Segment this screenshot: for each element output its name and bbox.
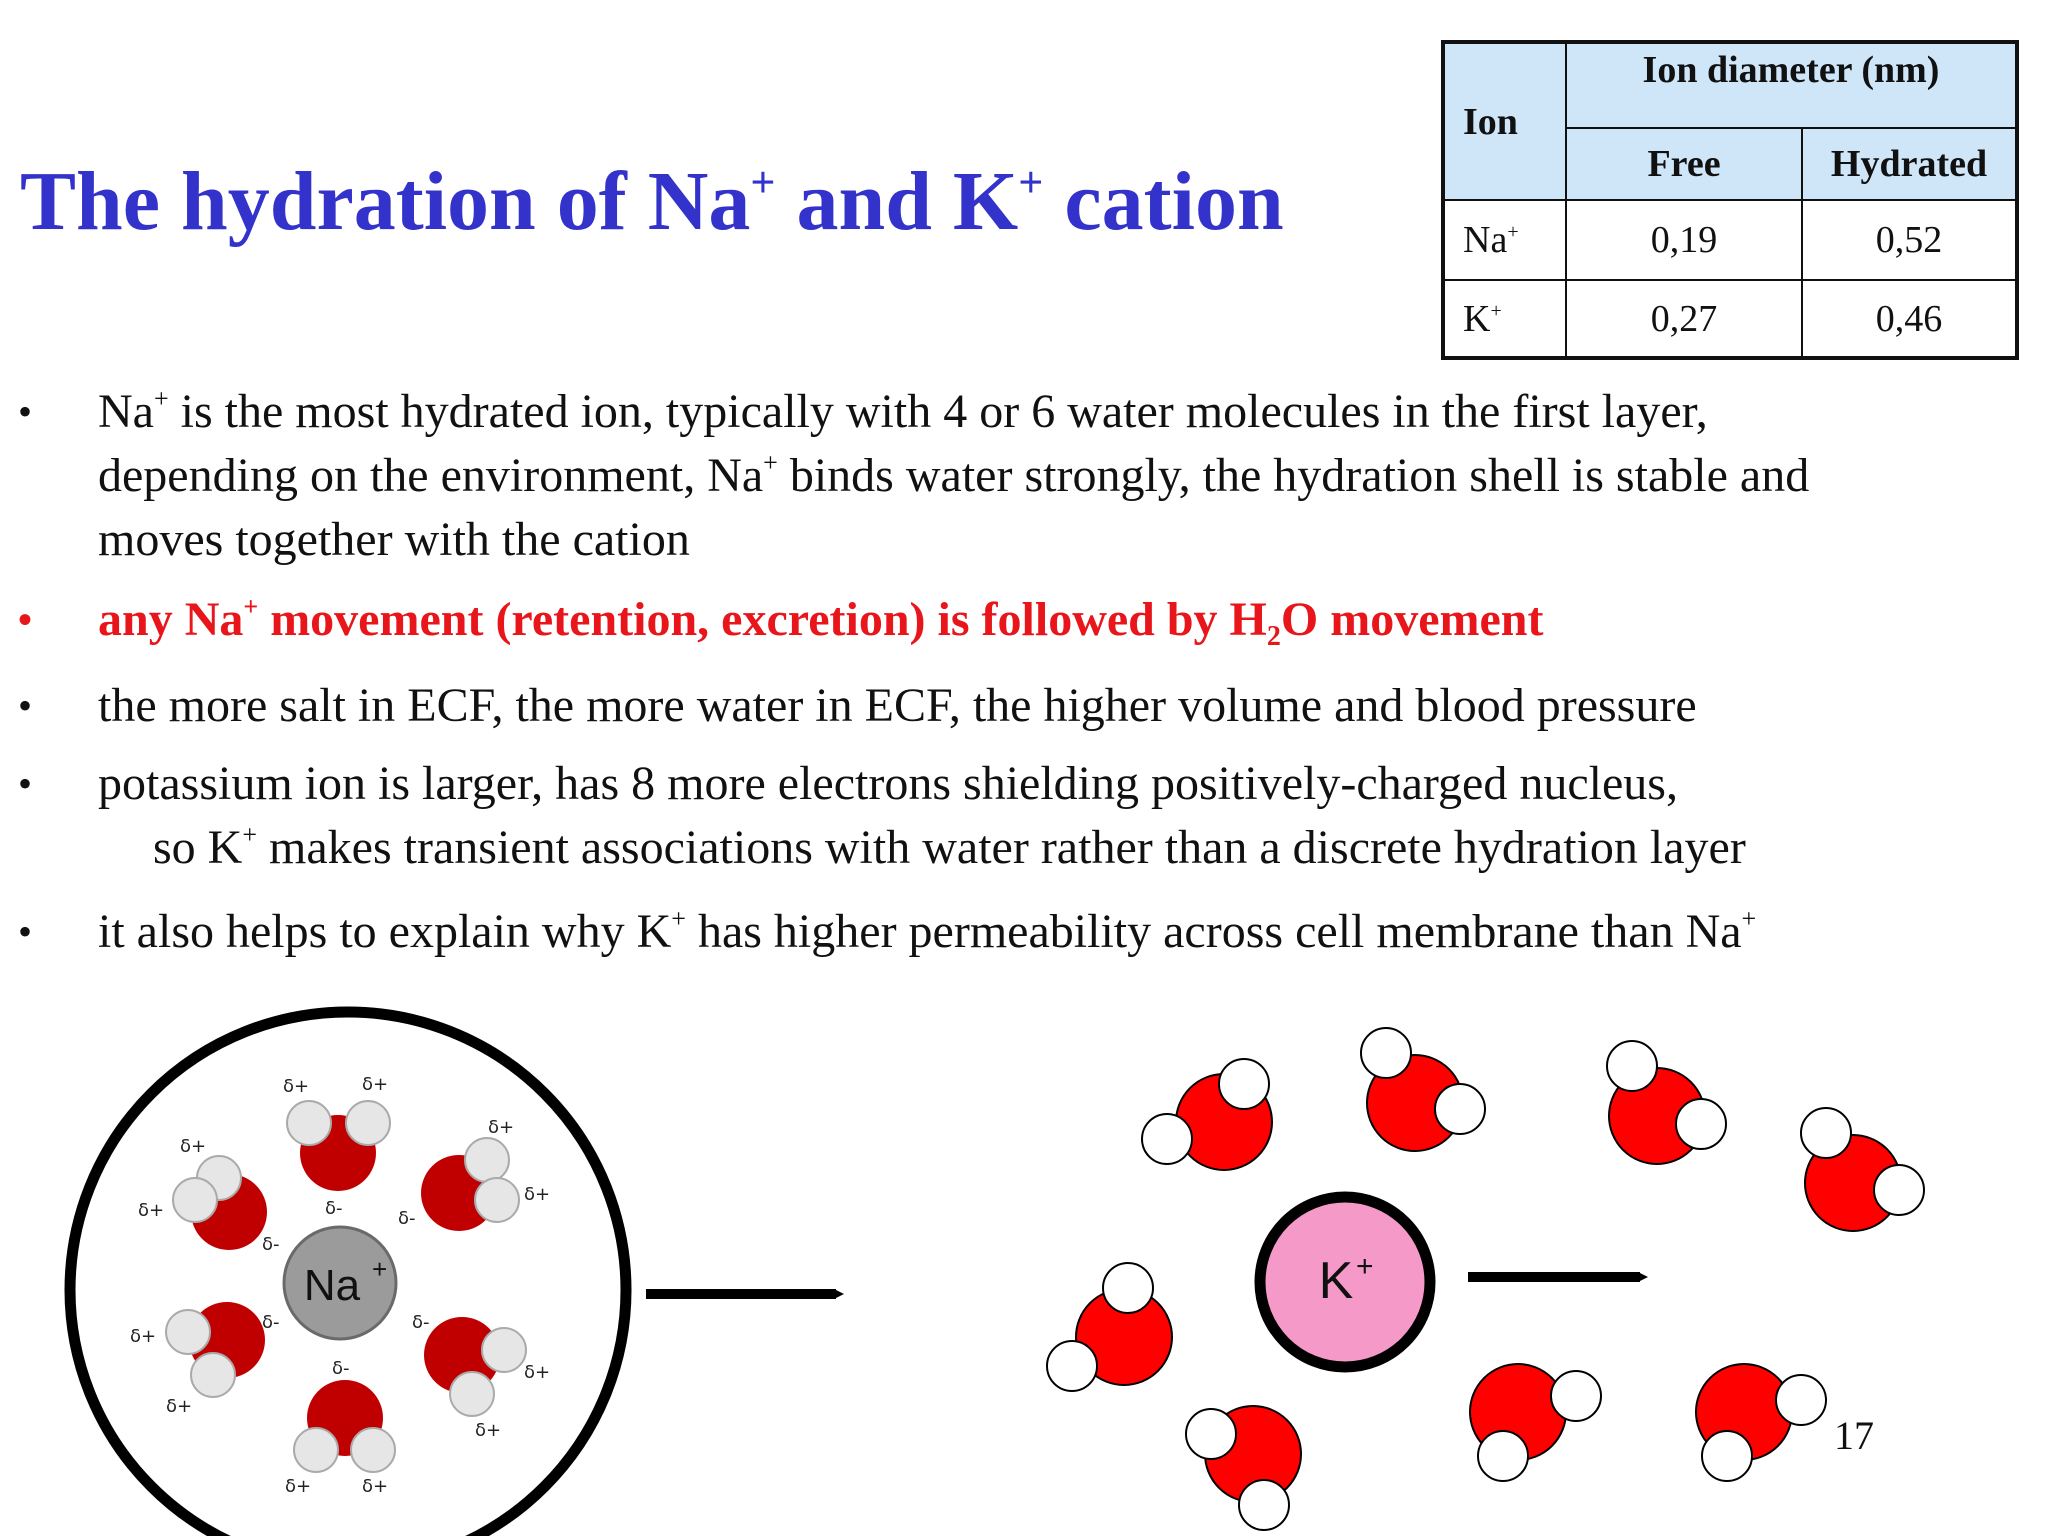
superscript: + <box>153 384 169 413</box>
k-ion-label: K <box>1319 1252 1354 1310</box>
bullet-text: the more salt in ECF, the more water in … <box>98 679 1697 732</box>
water-molecule <box>286 1100 391 1191</box>
water-molecule <box>1185 1405 1302 1531</box>
delta-minus-label: δ- <box>325 1198 343 1219</box>
ion-charge: + <box>1490 299 1502 322</box>
table-header-diameter: Ion diameter (nm) <box>1565 41 2018 129</box>
delta-minus-label: δ- <box>398 1208 416 1229</box>
water-molecule <box>1360 1027 1486 1152</box>
delta-plus-label: δ+ <box>475 1420 501 1441</box>
table-row: Na+ 0,19 0,52 <box>1442 199 2018 281</box>
slide-title: The hydration of Na+ and K+ cation <box>20 160 1284 244</box>
title-part-2: and K <box>775 155 1019 248</box>
k-ion-circle <box>1254 1191 1436 1373</box>
water-molecule <box>1800 1107 1925 1232</box>
water-molecule <box>1469 1363 1602 1482</box>
superscript: + <box>243 592 259 621</box>
table-cell-hydrated: 0,52 <box>1801 199 2018 281</box>
title-part-1: The hydration of Na <box>20 155 751 248</box>
delta-plus-label: δ+ <box>488 1117 514 1138</box>
delta-plus-label: δ+ <box>285 1476 311 1497</box>
delta-plus-label: δ+ <box>362 1476 388 1497</box>
text-run: movement (retention, excretion) is follo… <box>258 593 1267 646</box>
text-run: moves together with the cation <box>98 513 690 566</box>
water-molecule <box>1141 1058 1273 1171</box>
bullet-marker: • <box>18 909 33 954</box>
water-molecule <box>1695 1363 1827 1482</box>
text-run: Na <box>98 385 154 438</box>
bullet-text: Na+ is the most hydrated ion, typically … <box>98 380 1809 572</box>
k-water-panel: K + <box>1046 1027 1925 1531</box>
title-part-3: cation <box>1043 155 1284 248</box>
table-cell-free: 0,27 <box>1565 279 1803 359</box>
na-ion-label: Na <box>304 1261 361 1310</box>
bullet-marker: • <box>18 389 33 434</box>
k-ion-charge: + <box>1356 1250 1374 1283</box>
na-ion-charge: + <box>372 1254 387 1284</box>
delta-plus-label: δ+ <box>138 1200 164 1221</box>
water-molecule <box>172 1155 267 1250</box>
table-cell-ion: Na+ <box>1442 199 1567 281</box>
water-molecule <box>293 1380 396 1473</box>
text-run: any Na <box>98 593 244 646</box>
superscript: + <box>763 448 778 477</box>
table-header-hydrated: Hydrated <box>1801 127 2018 201</box>
na-hydration-shell-panel: Na + δ+ δ+ δ+ δ+ δ+ δ+ δ+ δ+ δ+ δ+ δ+ δ+… <box>64 1006 632 1536</box>
table-header-free: Free <box>1565 127 1803 201</box>
delta-minus-label: δ- <box>332 1358 350 1379</box>
bullet-text: potassium ion is larger, has 8 more elec… <box>98 752 1746 880</box>
title-superscript-1: + <box>750 158 776 207</box>
delta-plus-label: δ+ <box>362 1074 388 1095</box>
water-molecule <box>1606 1040 1727 1165</box>
k-water-molecules <box>1046 1027 1925 1531</box>
ion-charge: + <box>1507 221 1519 243</box>
delta-plus-label: δ+ <box>180 1136 206 1157</box>
na-water-molecules <box>165 1100 527 1473</box>
bullet-marker: • <box>18 761 33 806</box>
text-run: is the most hydrated ion, typically with… <box>168 385 1708 438</box>
text-run: O movement <box>1280 593 1544 646</box>
delta-plus-label: δ+ <box>524 1362 550 1383</box>
table-header-ion: Ion <box>1442 41 1567 201</box>
water-molecule <box>421 1137 520 1231</box>
text-run: makes transient associations with water … <box>257 821 1746 874</box>
superscript: + <box>671 904 686 933</box>
delta-plus-label: δ+ <box>130 1326 156 1347</box>
table-cell-ion: K+ <box>1442 279 1567 359</box>
delta-minus-label: δ- <box>262 1312 280 1333</box>
title-superscript-2: + <box>1018 158 1044 207</box>
delta-plus-label: δ+ <box>524 1184 550 1205</box>
water-molecule <box>165 1302 265 1398</box>
text-run: so K <box>153 821 243 874</box>
bullet-text: it also helps to explain why K+ has high… <box>98 900 1756 964</box>
ion-symbol: Na <box>1463 219 1508 261</box>
hydration-diagram: Na + δ+ δ+ δ+ δ+ δ+ δ+ δ+ δ+ δ+ δ+ δ+ δ+… <box>64 1006 1925 1536</box>
delta-minus-label: δ- <box>262 1234 280 1255</box>
water-molecule <box>1046 1262 1173 1392</box>
table-cell-hydrated: 0,46 <box>1801 279 2018 359</box>
ion-diameter-table: Ion Ion diameter (nm) Free Hydrated Na+ … <box>1441 40 2019 360</box>
table-row: K+ 0,27 0,46 <box>1442 279 2018 359</box>
text-run: has higher permeability across cell memb… <box>685 905 1742 958</box>
text-run: potassium ion is larger, has 8 more elec… <box>98 757 1678 810</box>
text-run: it also helps to explain why K <box>98 905 672 958</box>
subscript: 2 <box>1266 621 1281 652</box>
page-number: 17 <box>1834 1413 1874 1458</box>
superscript: + <box>242 820 258 849</box>
superscript: + <box>1741 904 1757 933</box>
bullet-marker: • <box>18 683 33 728</box>
text-run: binds water strongly, the hydration shel… <box>777 449 1810 502</box>
delta-plus-label: δ+ <box>166 1396 192 1417</box>
bullet-text: any Na+ movement (retention, excretion) … <box>98 588 1543 652</box>
bullet-marker: • <box>18 597 33 642</box>
water-molecule <box>424 1317 527 1417</box>
partial-charge-labels: δ+ δ+ δ+ δ+ δ+ δ+ δ+ δ+ δ+ δ+ δ+ δ+ δ- δ… <box>130 1074 550 1497</box>
delta-plus-label: δ+ <box>283 1076 309 1097</box>
na-ion-circle <box>282 1225 398 1341</box>
ion-symbol: K <box>1463 297 1491 340</box>
delta-minus-label: δ- <box>412 1312 430 1333</box>
text-run: depending on the environment, Na <box>98 449 764 502</box>
table-cell-free: 0,19 <box>1565 199 1803 281</box>
